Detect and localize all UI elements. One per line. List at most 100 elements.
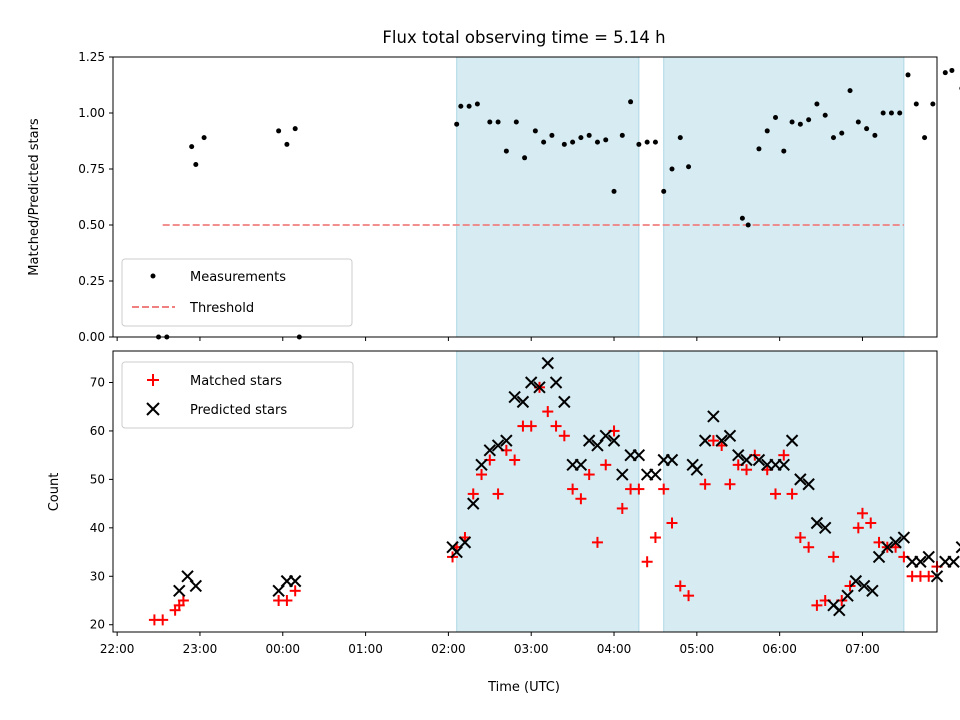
observing-span-0 bbox=[456, 350, 640, 633]
matched-point bbox=[641, 556, 653, 568]
matched-point bbox=[683, 590, 695, 602]
predicted-point bbox=[955, 541, 960, 554]
matched-point bbox=[467, 488, 479, 500]
predicted-point bbox=[732, 448, 745, 462]
measurement-point bbox=[930, 101, 936, 107]
predicted-point bbox=[533, 381, 546, 394]
predicted-point bbox=[802, 478, 815, 491]
count-xtick-label: 00:00 bbox=[265, 642, 300, 656]
measurement-point bbox=[292, 126, 298, 132]
predicted-point bbox=[616, 468, 629, 481]
ratio-ytick-label: 1.00 bbox=[78, 106, 105, 120]
measurement-point bbox=[454, 121, 460, 127]
predicted-point bbox=[508, 390, 521, 404]
predicted-point bbox=[707, 410, 720, 423]
predicted-point bbox=[288, 574, 302, 588]
matched-point bbox=[157, 614, 169, 626]
predicted-point bbox=[723, 429, 737, 442]
ratio-ylabel: Matched/Predicted stars bbox=[27, 118, 42, 276]
matched-point bbox=[770, 488, 782, 500]
ratio-ytick-label: 1.25 bbox=[78, 50, 105, 64]
ratio-ytick-label: 0.75 bbox=[78, 162, 105, 176]
count-xtick-label: 02:00 bbox=[431, 642, 466, 656]
measurement-point bbox=[636, 141, 642, 147]
measurement-point bbox=[888, 110, 894, 116]
measurement-point bbox=[773, 114, 779, 120]
legend-matched-marker bbox=[147, 374, 159, 386]
predicted-point bbox=[947, 555, 960, 568]
count-ytick-label: 40 bbox=[90, 521, 105, 535]
predicted-point bbox=[777, 458, 791, 472]
measurement-point bbox=[570, 139, 576, 145]
matched-point bbox=[542, 406, 554, 418]
measurement-point bbox=[628, 99, 634, 105]
measurement-point bbox=[487, 119, 493, 125]
predicted-point bbox=[574, 458, 588, 472]
predicted-point bbox=[632, 448, 646, 462]
matched-point bbox=[856, 507, 868, 519]
matched-point bbox=[707, 435, 719, 447]
measurement-point bbox=[880, 110, 886, 116]
predicted-point bbox=[690, 463, 704, 476]
count-legend: Matched stars Predicted stars bbox=[121, 361, 354, 429]
count-panel: 20 30 40 50 60 70 22:00 23:00 00:00 01:00 02:00 03:… bbox=[47, 350, 960, 695]
observing-span-0 bbox=[456, 56, 640, 338]
predicted-point bbox=[752, 453, 766, 467]
measurement-point bbox=[913, 101, 919, 107]
matched-point bbox=[281, 595, 293, 607]
measurement-point bbox=[897, 110, 903, 116]
count-ytick-label: 30 bbox=[90, 569, 105, 583]
measurement-point bbox=[611, 188, 617, 194]
count-ylabel: Count bbox=[47, 473, 62, 512]
count-xtick-label: 03:00 bbox=[514, 642, 549, 656]
predicted-point bbox=[525, 376, 538, 389]
matched-point bbox=[550, 420, 562, 432]
legend-measurement-marker bbox=[150, 273, 156, 279]
measurement-point bbox=[503, 148, 509, 154]
predicted-point bbox=[599, 429, 612, 442]
matched-point bbox=[811, 599, 823, 611]
measurement-point bbox=[839, 130, 845, 136]
predicted-point bbox=[516, 395, 530, 409]
count-xtick-label: 23:00 bbox=[183, 642, 218, 656]
predicted-point bbox=[841, 589, 854, 602]
measurement-point bbox=[847, 88, 853, 94]
predicted-point bbox=[897, 531, 911, 544]
predicted-point bbox=[866, 584, 879, 598]
measurement-point bbox=[586, 132, 592, 138]
matched-point bbox=[674, 580, 686, 592]
matched-point bbox=[786, 488, 798, 500]
count-ytick-label: 50 bbox=[90, 472, 105, 486]
count-ytick-label: 70 bbox=[90, 375, 105, 389]
legend-predicted-marker bbox=[146, 402, 160, 416]
ratio-panel-frame bbox=[112, 56, 938, 338]
predicted-point bbox=[715, 434, 728, 447]
measurement-point bbox=[797, 121, 803, 127]
matched-point bbox=[633, 483, 645, 495]
matched-point bbox=[567, 483, 579, 495]
predicted-point bbox=[549, 376, 563, 389]
measurement-point bbox=[603, 137, 609, 143]
measurement-point bbox=[458, 103, 464, 109]
measurement-point bbox=[549, 132, 555, 138]
legend-predicted: Predicted stars bbox=[190, 403, 287, 418]
matched-point bbox=[923, 570, 935, 582]
matched-point bbox=[492, 488, 504, 500]
count-xtick-label: 05:00 bbox=[680, 642, 715, 656]
legend-matched: Matched stars bbox=[190, 374, 282, 389]
predicted-point bbox=[491, 439, 505, 452]
matched-point bbox=[666, 517, 678, 529]
matched-point bbox=[591, 536, 603, 548]
measurement-point bbox=[830, 135, 836, 141]
count-xlabel: Time (UTC) bbox=[487, 680, 560, 695]
measurement-point bbox=[495, 119, 501, 125]
measurement-point bbox=[541, 139, 547, 145]
count-xtick-label: 22:00 bbox=[100, 642, 135, 656]
measurement-point bbox=[661, 188, 667, 194]
predicted-point bbox=[794, 473, 807, 486]
predicted-point bbox=[698, 434, 712, 447]
predicted-point bbox=[582, 434, 596, 447]
count-ytick-label: 20 bbox=[90, 618, 105, 632]
matched-point bbox=[803, 541, 815, 553]
matched-point bbox=[649, 532, 661, 544]
